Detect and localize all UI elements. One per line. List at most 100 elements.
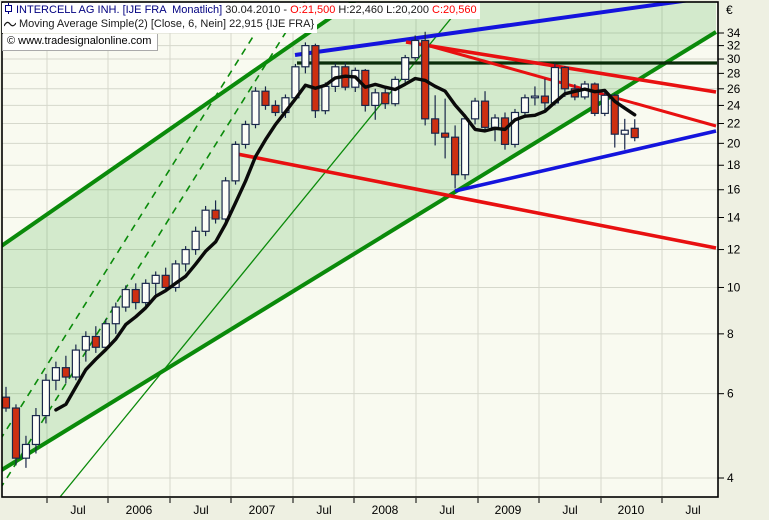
candle-2008-01 bbox=[361, 68, 370, 112]
candle-body-up bbox=[231, 143, 240, 182]
candle-2009-01 bbox=[480, 91, 490, 132]
candle-body-up bbox=[191, 230, 200, 251]
candle-body-up bbox=[141, 282, 150, 304]
instrument-header: INTERCELL AG INH. [IJE FRA Monatlich] 30… bbox=[2, 3, 480, 19]
candle-body-down bbox=[61, 367, 70, 378]
candle-body-down bbox=[2, 396, 11, 409]
candle-body-up bbox=[391, 78, 400, 105]
candle-2007-02 bbox=[251, 87, 260, 129]
candle-2005-12 bbox=[111, 302, 120, 334]
candle-2009-06 bbox=[530, 86, 540, 106]
candle-2010-01 bbox=[600, 92, 609, 117]
candle-2008-12 bbox=[470, 97, 480, 125]
price-tick-label: 6 bbox=[727, 387, 734, 401]
candle-2006-03 bbox=[141, 279, 150, 308]
time-tick-label: Jul bbox=[193, 503, 208, 517]
candle-2006-02 bbox=[131, 283, 140, 310]
indicator-header: Moving Average Simple(2) [Close, 6, Nein… bbox=[2, 18, 318, 33]
copyright-link[interactable]: © www.tradesignalonline.com bbox=[7, 35, 152, 47]
candle-2008-10 bbox=[451, 125, 460, 189]
candle-body-down bbox=[630, 127, 639, 139]
candle-2007-01 bbox=[241, 120, 250, 149]
candle-2005-07 bbox=[61, 355, 70, 384]
candle-body-down bbox=[610, 94, 619, 135]
blue-lower-support[interactable] bbox=[454, 129, 717, 193]
steep-dashed-green-1[interactable] bbox=[0, 0, 276, 440]
candle-body-down bbox=[261, 90, 270, 107]
candle-body-down bbox=[560, 66, 569, 90]
candle-2005-08 bbox=[71, 344, 80, 381]
candle-2006-08 bbox=[191, 226, 200, 255]
candle-2007-08 bbox=[311, 43, 320, 118]
candle-2005-05 bbox=[41, 373, 51, 424]
moving-average-line[interactable] bbox=[54, 74, 637, 412]
time-tick-label: Jul bbox=[70, 503, 85, 517]
candle-2008-05 bbox=[401, 54, 410, 83]
candle-body-down bbox=[91, 335, 100, 348]
candle-2006-12 bbox=[231, 141, 240, 185]
candle-body-down bbox=[500, 117, 510, 145]
candle-body-up bbox=[411, 39, 420, 59]
candle-body-up bbox=[520, 97, 530, 114]
price-tick-label: 24 bbox=[727, 98, 741, 112]
candle-2008-11 bbox=[460, 114, 470, 180]
candle-body-up bbox=[171, 263, 180, 289]
candle-2005-04 bbox=[31, 408, 41, 454]
indicator-label: Moving Average Simple(2) [Close, 6, Nein… bbox=[19, 18, 315, 30]
candle-body-up bbox=[181, 248, 190, 265]
candle-2008-03 bbox=[381, 87, 390, 109]
candle-body-down bbox=[211, 209, 220, 220]
price-tick-label: 30 bbox=[727, 52, 741, 66]
quote-date: 30.04.2010 - bbox=[222, 4, 291, 16]
price-tick-label: 22 bbox=[727, 117, 741, 131]
plot-layer bbox=[0, 0, 718, 497]
candle-2008-06 bbox=[411, 35, 420, 61]
time-axis: Jul 2006 Jul 2007 Jul 2008 Jul 2009 Jul 2010 Jul bbox=[46, 498, 701, 517]
blue-upper-trend[interactable] bbox=[294, 0, 691, 57]
candle-2006-04 bbox=[151, 271, 160, 296]
candle-body-up bbox=[470, 100, 480, 120]
red-downtrend-long[interactable] bbox=[231, 151, 717, 250]
candle-2006-07 bbox=[181, 246, 190, 272]
candle-body-up bbox=[71, 349, 80, 378]
candle-body-up bbox=[31, 414, 41, 446]
candle-2005-10 bbox=[91, 326, 100, 353]
candle-body-down bbox=[311, 45, 320, 112]
instrument-title: INTERCELL AG INH. [IJE FRA Monatlich] bbox=[16, 4, 223, 16]
candle-body-down bbox=[451, 136, 460, 176]
candle-body-up bbox=[321, 85, 330, 112]
copyright-bar[interactable]: © www.tradesignalonline.com bbox=[2, 34, 159, 51]
candle-body-down bbox=[431, 118, 440, 134]
candlestick-icon bbox=[4, 3, 13, 18]
candle-body-up bbox=[241, 123, 250, 145]
trend-channel-fill bbox=[2, 2, 716, 470]
steep-dashed-green-2[interactable] bbox=[0, 0, 306, 489]
quote-close: C:20,560 bbox=[432, 4, 477, 16]
time-tick-label: 2009 bbox=[495, 503, 522, 517]
price-tick-label: 26 bbox=[727, 82, 741, 96]
candle-2009-07 bbox=[540, 78, 550, 112]
candle-body-up bbox=[221, 180, 230, 220]
candle-2008-09 bbox=[441, 98, 450, 159]
candle-body-up bbox=[301, 45, 310, 68]
candle-2005-06 bbox=[51, 361, 61, 391]
channel-upper-green[interactable] bbox=[0, 0, 357, 249]
candle-body-up bbox=[111, 306, 120, 325]
candle-body-up bbox=[600, 94, 609, 114]
candle-body-up bbox=[510, 111, 520, 145]
candle-2009-09 bbox=[560, 66, 569, 97]
red-downtrend-steep[interactable] bbox=[429, 44, 717, 128]
time-tick-label: 2010 bbox=[618, 503, 645, 517]
time-tick-label: 2007 bbox=[249, 503, 276, 517]
price-tick-label: 4 bbox=[727, 471, 734, 485]
time-tick-label: 2008 bbox=[372, 503, 399, 517]
candle-2006-11 bbox=[221, 177, 230, 223]
candle-body-up bbox=[41, 379, 51, 417]
candle-body-down bbox=[590, 83, 599, 114]
candle-body-up bbox=[121, 288, 130, 308]
price-tick-label: 20 bbox=[727, 136, 741, 150]
candle-2006-06 bbox=[171, 260, 180, 292]
